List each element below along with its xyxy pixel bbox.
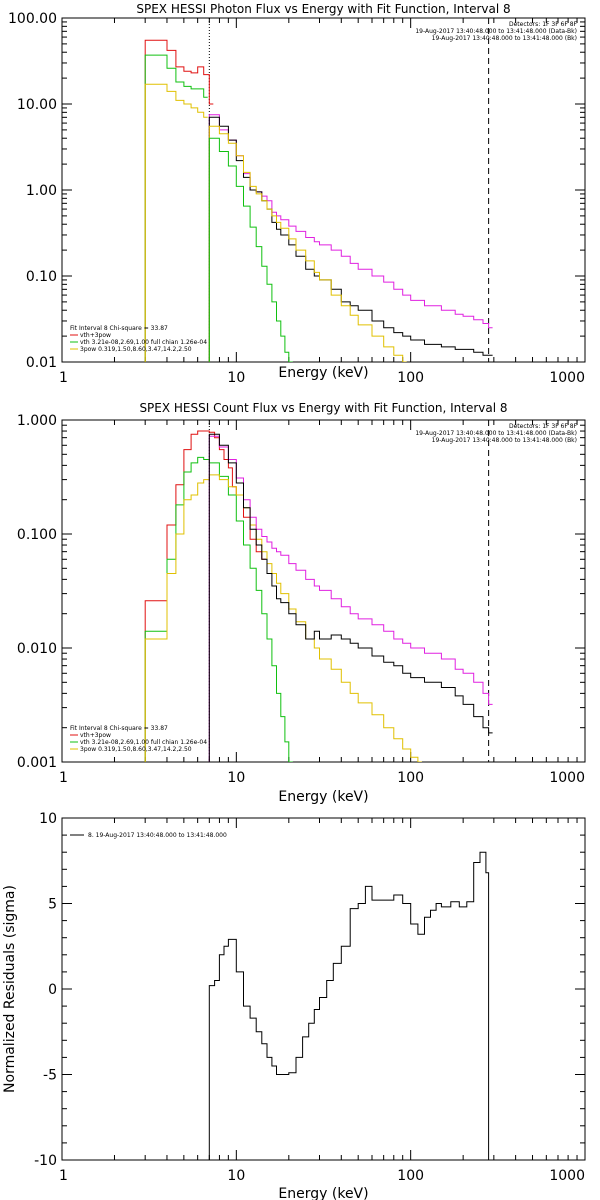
data-series (208, 851, 493, 1160)
x-tick-label: 10 (227, 770, 245, 786)
x-axis-title: Energy (keV) (278, 365, 368, 381)
y-tick-label: 0.01 (26, 355, 57, 371)
data-series (208, 125, 407, 362)
legend-entry: vth+3pow (80, 732, 111, 739)
info-text: 19-Aug-2017 13:40:48.000 to 13:41:48.000… (415, 28, 577, 35)
y-tick-label: 0.001 (17, 755, 57, 771)
legend-entry: vth+3pow (80, 332, 111, 339)
x-tick-label: 1 (59, 370, 68, 386)
data-series (208, 433, 493, 762)
data-series (208, 116, 493, 362)
info-text: 19-Aug-2017 13:40:48.000 to 13:41:48.000… (415, 430, 577, 437)
x-tick-label: 100 (397, 370, 424, 386)
data-series (144, 83, 208, 362)
series-group (208, 851, 493, 1160)
chart-title: SPEX HESSI Photon Flux vs Energy with Fi… (136, 2, 510, 16)
x-tick-label: 10 (227, 1168, 245, 1184)
legend-entry: vth 3.21e-08,2.69,1.00 full chian 1.26e-… (80, 339, 207, 346)
data-series (144, 474, 422, 762)
plot-frame (61, 419, 586, 763)
y-tick-label: 10.00 (17, 97, 57, 113)
info-text: 19-Aug-2017 13:40:48.000 to 13:41:48.000… (432, 437, 577, 444)
data-series (144, 54, 208, 362)
legend-entry: Fit Interval 8 Chi-square = 33.87 (70, 325, 168, 332)
y-tick-label: 0.100 (17, 527, 57, 543)
x-tick-label: 100 (397, 770, 424, 786)
y-tick-label: 0 (48, 982, 57, 998)
data-series (208, 435, 493, 762)
x-tick-label: 1000 (549, 1168, 585, 1184)
x-tick-label: 1000 (549, 370, 585, 386)
data-series (208, 137, 293, 362)
series-group (144, 430, 493, 762)
y-tick-label: 1.000 (17, 413, 57, 429)
residuals-chart: 1 10 100 1000 -10 -5 0 5 10 Energy (keV) Normalize… (2, 811, 586, 1200)
count-flux-chart: SPEX HESSI Count Flux vs Energy with Fit… (17, 401, 586, 805)
y-axis-title: Normalized Residuals (sigma) (2, 885, 18, 1093)
data-series (144, 39, 214, 362)
series-group (144, 39, 493, 362)
legend-entry: 3pow 0.319,1.50,8.60,3.47,14.2,2.50 (80, 346, 192, 353)
y-tick-label: -5 (43, 1068, 57, 1084)
x-tick-label: 10 (227, 370, 245, 386)
data-series (144, 430, 266, 762)
x-axis-title: Energy (keV) (278, 789, 368, 805)
y-tick-label: 10 (39, 811, 57, 827)
y-tick-label: -10 (34, 1153, 57, 1169)
x-tick-label: 1 (59, 1168, 68, 1184)
x-tick-label: 100 (397, 1168, 424, 1184)
y-tick-label: 0.10 (26, 269, 57, 285)
chart-title: SPEX HESSI Count Flux vs Energy with Fit… (139, 401, 507, 415)
legend-entry: 8. 19-Aug-2017 13:40:48.000 to 13:41:48.… (88, 832, 227, 839)
legend-entry: 3pow 0.319,1.50,8.60,3.47,14.2,2.50 (80, 746, 192, 753)
y-tick-label: 5 (48, 897, 57, 913)
photon-flux-chart: SPEX HESSI Photon Flux vs Energy with Fi… (8, 2, 586, 386)
y-tick-label: 100.00 (8, 11, 57, 27)
x-tick-label: 1000 (549, 770, 585, 786)
plot-frame (61, 817, 586, 1161)
legend-entry: vth 3.21e-08,2.69,1.00 full chian 1.26e-… (80, 739, 207, 746)
info-text: Detectors: 1F 3F 6F 8F (509, 423, 578, 430)
data-series (208, 114, 493, 362)
x-tick-label: 1 (59, 770, 68, 786)
x-axis-title: Energy (keV) (278, 1186, 368, 1200)
plot-frame (61, 17, 586, 363)
y-tick-label: 1.00 (26, 183, 57, 199)
info-text: 19-Aug-2017 13:40:48.000 to 13:41:48.000… (432, 35, 577, 42)
info-text: Detectors: 1F 3F 6F 8F (509, 21, 578, 28)
y-tick-label: 0.010 (17, 641, 57, 657)
legend-entry: Fit Interval 8 Chi-square = 33.87 (70, 725, 168, 732)
